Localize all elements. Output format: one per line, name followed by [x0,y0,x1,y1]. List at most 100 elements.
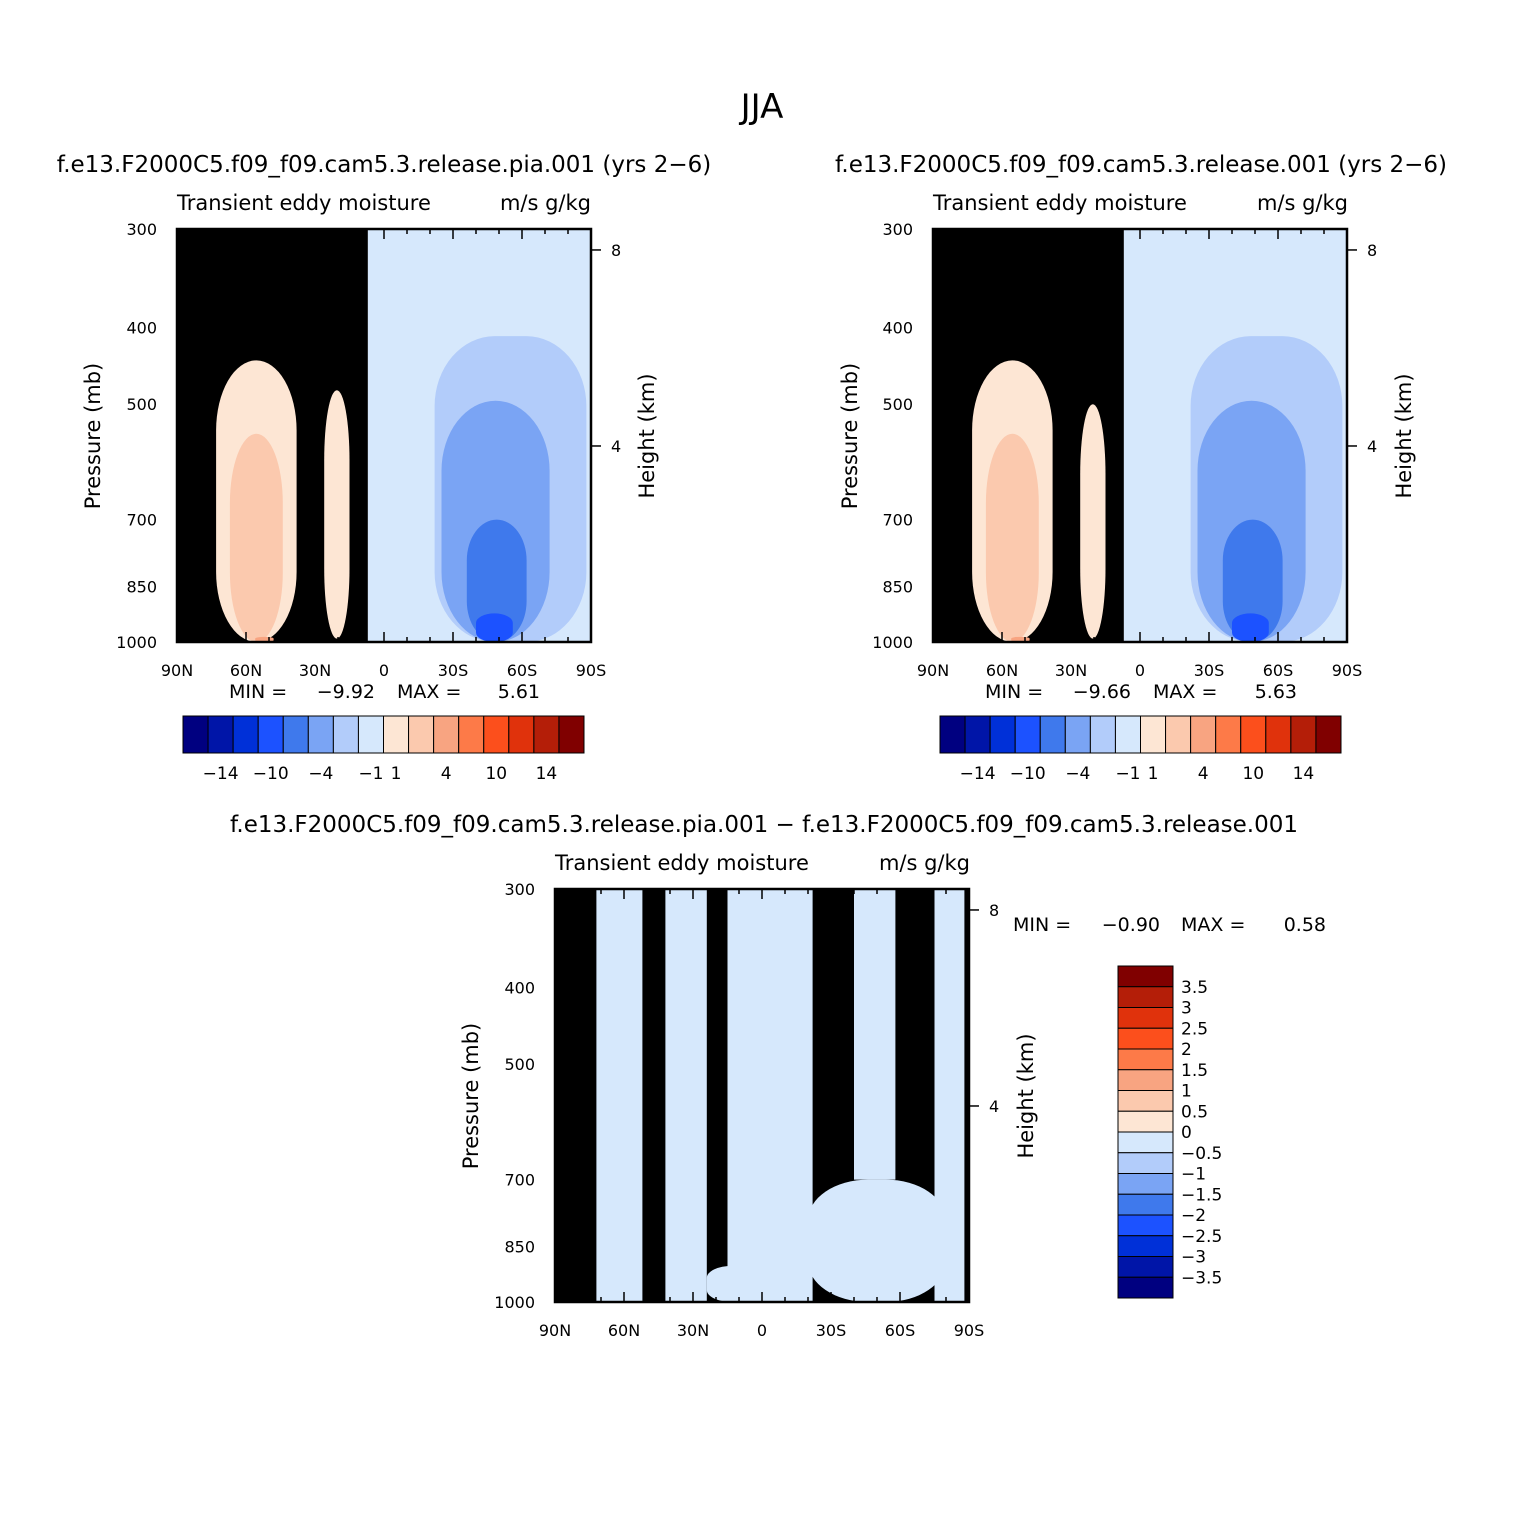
colorbar-label: −1 [1115,764,1140,784]
x-tick-label: 30S [1194,661,1225,680]
colorbar-swatch [1117,986,1174,1008]
colorbar-swatch [1117,1007,1174,1029]
colorbar-label: −14 [203,764,239,784]
x-tick-label: 60N [608,1321,640,1340]
ylabel: Pressure (mb) [81,363,105,510]
left-title: Transient eddy moisture [554,851,809,875]
colorbar-swatch [1039,715,1066,754]
colorbar-label: −3 [1181,1248,1206,1268]
contour-region [1222,519,1283,642]
x-tick-label: 90N [917,661,949,680]
colorbar-swatch [1117,1235,1174,1257]
panel-ctrl: f.e13.F2000C5.f09_f09.cam5.3.release.001… [835,152,1447,784]
max-label: MAX = [1181,914,1245,936]
colorbar-swatch [989,715,1016,754]
colorbar-label: 3 [1181,999,1192,1019]
colorbar-label: 10 [1242,764,1264,784]
contour-plot: 90N 60N 30N 0 30S 60S 90S 300 400 500 700 850 1000 8 4 [872,220,1377,680]
x-tick-label: 90N [161,661,193,680]
contour-plot: 90N 60N 30N 0 30S 60S 90S 300 400 500 700 850 1000 8 4 [116,220,621,680]
min-label: MIN = [985,681,1043,703]
y-tick-label: 400 [504,979,535,998]
colorbar-swatch [1117,1090,1174,1112]
contour-region [1080,404,1106,639]
y-tick-label: 850 [504,1237,535,1256]
colorbar-swatch [964,715,991,754]
colorbar-label: 1 [1181,1082,1192,1102]
colorbar-label: 4 [1198,764,1209,784]
colorbar-label: −3.5 [1181,1268,1222,1288]
colorbar-swatch [1117,1110,1174,1133]
colorbar-label: −0.5 [1181,1144,1222,1164]
x-tick-label: 30N [677,1321,709,1340]
colorbar-swatch [332,715,359,754]
colorbar-swatch [1165,715,1192,754]
y2label: Height (km) [635,373,659,498]
colorbar: −14 −10 −4 −1 1 4 10 14 [182,715,585,784]
case-title: f.e13.F2000C5.f09_f09.cam5.3.release.001… [835,152,1447,178]
x-tick-label: 30S [438,661,469,680]
y2label: Height (km) [1392,373,1416,498]
x-tick-label: 60S [885,1321,916,1340]
y2label: Height (km) [1014,1033,1038,1158]
y-tick-label: 300 [882,220,913,239]
colorbar-swatch [1117,1214,1174,1237]
colorbar-swatch [1114,715,1141,754]
y-tick-label: 400 [126,319,157,338]
colorbar-swatch [939,715,966,754]
x-tick-label: 60S [1263,661,1294,680]
colorbar-swatch [1117,965,1174,988]
colorbar-swatch [558,715,585,754]
min-label: MIN = [229,681,287,703]
x-tick-label: 90N [539,1321,571,1340]
colorbar-swatch [1265,715,1292,754]
colorbar-swatch [508,715,535,754]
left-title: Transient eddy moisture [932,191,1187,215]
y2-tick-label: 4 [1367,437,1377,456]
y2-tick-label: 8 [611,241,621,260]
y-tick-label: 300 [504,880,535,899]
colorbar-swatch [1315,715,1342,754]
case-title: f.e13.F2000C5.f09_f09.cam5.3.release.pia… [57,152,711,178]
y-tick-label: 500 [126,395,157,414]
colorbar-swatch [257,715,284,754]
colorbar-swatch [458,715,485,754]
x-tick-label: 0 [1135,661,1145,680]
ylabel: Pressure (mb) [459,1023,483,1170]
colorbar-swatch [533,715,560,754]
colorbar-label: 10 [485,764,507,784]
contour-region [808,1179,946,1302]
colorbar-label: 1 [391,764,402,784]
colorbar-swatch [1117,1048,1174,1071]
colorbar-label: 2 [1181,1040,1192,1060]
contour-region [706,1265,758,1302]
y-tick-label: 700 [504,1171,535,1190]
contour-region [229,433,283,642]
colorbar-label: −2.5 [1181,1227,1222,1247]
y-tick-label: 700 [882,511,913,530]
colorbar-swatch [483,715,510,754]
colorbar-swatch [1117,1173,1174,1195]
contour-region [324,390,350,639]
contour-region [596,889,643,1302]
ylabel: Pressure (mb) [838,363,862,510]
y-tick-label: 500 [504,1055,535,1074]
max-value: 5.63 [1255,681,1297,703]
colorbar-swatch [1117,1152,1174,1174]
colorbar-label: −2 [1181,1206,1206,1226]
y2-tick-label: 8 [1367,241,1377,260]
contour-region [466,519,527,642]
colorbar-label: −10 [253,764,289,784]
y2-tick-label: 4 [989,1097,999,1116]
contour-region [985,433,1039,642]
colorbar-swatch [1117,1069,1174,1091]
colorbar-swatch [1014,715,1041,754]
max-label: MAX = [1153,681,1217,703]
min-value: −0.90 [1102,914,1160,936]
min-value: −9.92 [317,681,375,703]
colorbar-label: −4 [308,764,333,784]
figure-title: JJA [739,87,784,127]
y-tick-label: 400 [882,319,913,338]
colorbar-swatch [1117,1276,1174,1299]
